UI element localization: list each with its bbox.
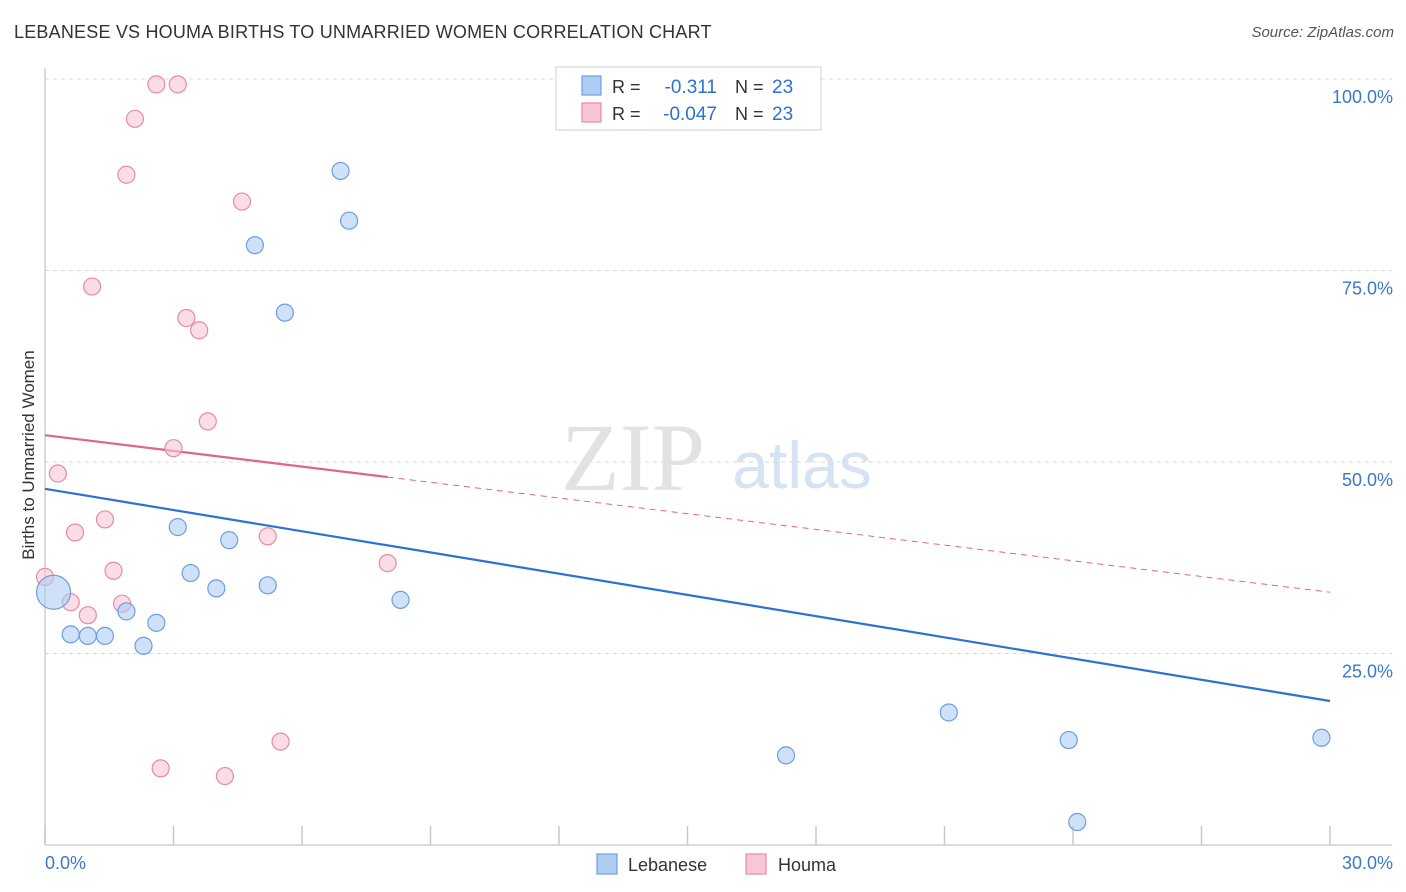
stat-n-value-houma: 23 <box>772 104 793 125</box>
y-tick-label: 75.0% <box>1342 279 1393 299</box>
point-lebanese <box>181 563 200 583</box>
y-tick-labels: 25.0% 50.0% 75.0% 100.0% <box>1332 87 1393 682</box>
y-axis-label: Births to Unmarried Women <box>19 350 38 559</box>
point-lebanese <box>78 626 97 645</box>
point-lebanese <box>220 531 239 550</box>
trend-line-dashed-houma <box>387 476 1331 593</box>
point-lebanese <box>939 703 958 722</box>
y-tick-label: 50.0% <box>1342 470 1393 490</box>
legend-swatch-houma-bottom <box>745 853 767 875</box>
stat-r-value-houma: -0.047 <box>663 104 717 125</box>
point-lebanese <box>331 161 350 181</box>
point-houma <box>117 165 136 184</box>
source-label: Source: ZipAtlas.com <box>1251 24 1394 41</box>
point-houma <box>271 732 290 751</box>
point-lebanese <box>95 626 115 645</box>
point-houma <box>78 606 97 625</box>
data-points <box>35 75 1331 832</box>
y-tick-label: 100.0% <box>1332 87 1393 107</box>
point-houma <box>168 75 187 94</box>
point-lebanese <box>1059 730 1078 750</box>
legend-swatch-lebanese <box>581 75 602 96</box>
point-lebanese <box>258 576 277 595</box>
point-houma <box>65 523 85 542</box>
stat-n-value-lebanese: 23 <box>772 77 793 98</box>
point-lebanese <box>147 613 166 632</box>
point-lebanese <box>207 579 226 598</box>
point-lebanese <box>776 746 796 765</box>
x-tick-labels: 0.0% 30.0% <box>45 853 1393 873</box>
legend-label-lebanese: Lebanese <box>628 855 707 875</box>
series-legend: Lebanese Houma <box>596 853 837 875</box>
point-houma <box>147 75 166 94</box>
point-lebanese <box>1068 812 1087 832</box>
point-houma <box>164 439 183 458</box>
watermark-zip: ZIP <box>561 404 705 511</box>
grid-lines <box>45 78 1392 654</box>
point-houma <box>83 277 102 296</box>
point-lebanese <box>340 211 359 230</box>
stat-n-label-lebanese: N = <box>735 77 764 97</box>
stat-r-label-houma: R = <box>612 104 641 124</box>
y-tick-label: 25.0% <box>1342 662 1393 682</box>
point-houma <box>378 554 397 573</box>
point-houma <box>232 192 252 211</box>
stats-legend: R = -0.311 N = 23 R = -0.047 N = 23 <box>555 66 822 131</box>
point-houma <box>177 308 196 328</box>
point-houma <box>104 561 123 580</box>
stat-n-label-houma: N = <box>735 104 764 124</box>
point-lebanese <box>134 636 153 655</box>
legend-swatch-lebanese-bottom <box>596 853 618 875</box>
point-houma <box>95 510 115 529</box>
point-lebanese <box>391 590 410 609</box>
trend-line-lebanese <box>44 487 1331 703</box>
trend-lines <box>44 434 1331 703</box>
point-houma <box>48 464 67 483</box>
legend-swatch-houma <box>581 102 602 123</box>
point-houma <box>190 321 209 340</box>
x-tick-label: 30.0% <box>1342 853 1393 873</box>
axes <box>44 68 1392 846</box>
watermark-atlas: atlas <box>732 428 871 502</box>
point-houma <box>125 109 145 128</box>
stat-r-value-lebanese: -0.311 <box>665 77 717 98</box>
chart-title: LEBANESE VS HOUMA BIRTHS TO UNMARRIED WO… <box>14 22 712 42</box>
point-houma <box>151 759 170 778</box>
stat-r-label-lebanese: R = <box>612 77 641 97</box>
x-tick-label: 0.0% <box>45 853 86 873</box>
point-lebanese <box>35 574 72 610</box>
legend-label-houma: Houma <box>778 855 837 875</box>
trend-line-houma <box>44 434 388 479</box>
point-lebanese <box>117 602 136 621</box>
point-lebanese <box>1312 728 1331 747</box>
point-houma <box>258 527 277 546</box>
point-lebanese <box>275 303 294 322</box>
watermark: ZIP atlas <box>561 404 872 511</box>
point-lebanese <box>61 625 80 644</box>
point-houma <box>215 766 234 786</box>
point-lebanese <box>245 236 264 255</box>
point-houma <box>198 412 217 431</box>
point-lebanese <box>168 518 187 537</box>
